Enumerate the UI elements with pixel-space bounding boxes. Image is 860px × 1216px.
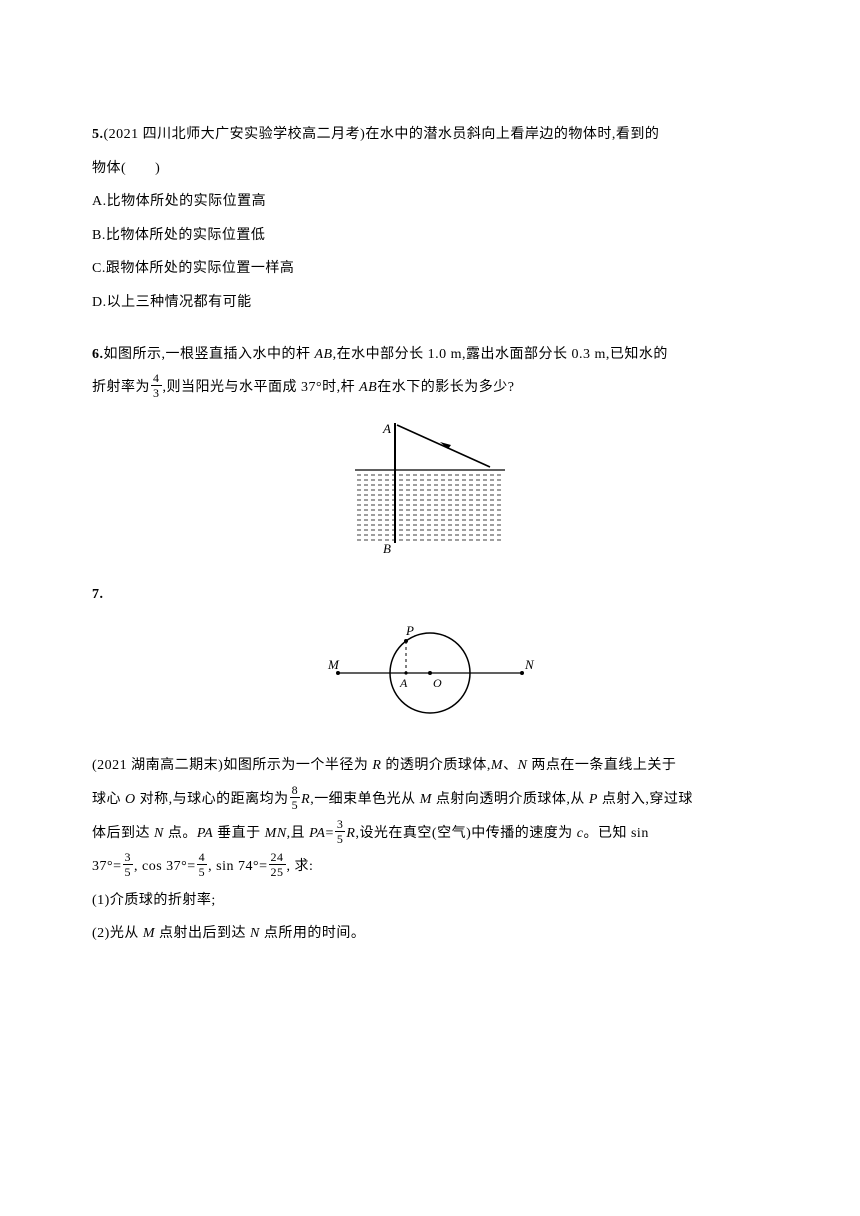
q7-fig-M: M bbox=[327, 657, 340, 672]
q7-p2: 球心 O 对称,与球心的距离均为85R,一细束单色光从 M 点射向透明介质球体,… bbox=[92, 783, 768, 817]
q6-stem-d: 折射率为 bbox=[92, 380, 150, 395]
q5-number: 5. bbox=[92, 127, 104, 142]
q5-optB: B.比物体所处的实际位置低 bbox=[92, 219, 768, 253]
q6-figure: A B bbox=[92, 415, 768, 560]
q6-ab-2: AB bbox=[359, 380, 377, 395]
q7-frac-2: 35 bbox=[335, 818, 346, 845]
q7-p4: 37°=35, cos 37°=45, sin 74°=2425, 求: bbox=[92, 850, 768, 884]
q5-stem-1: (2021 四川北师大广安实验学校高二月考)在水中的潜水员斜向上看岸边的物体时,… bbox=[104, 127, 660, 142]
q6-stem-f: 在水下的影长为多少? bbox=[377, 380, 514, 395]
q7-frac-4: 45 bbox=[197, 851, 208, 878]
q7-p3: 体后到达 N 点。PA 垂直于 MN,且 PA=35R,设光在真空(空气)中传播… bbox=[92, 817, 768, 851]
q7-frac-3: 35 bbox=[123, 851, 134, 878]
q7-number: 7. bbox=[92, 587, 104, 602]
q5-line1: 5.(2021 四川北师大广安实验学校高二月考)在水中的潜水员斜向上看岸边的物体… bbox=[92, 118, 768, 152]
q7-p1: (2021 湖南高二期末)如图所示为一个半径为 R 的透明介质球体,M、N 两点… bbox=[92, 749, 768, 783]
q5-line2: 物体( ) bbox=[92, 152, 768, 186]
q7-fig-P: P bbox=[405, 623, 414, 638]
q7-sub1: (1)介质球的折射率; bbox=[92, 884, 768, 918]
q7-frac-1: 85 bbox=[290, 784, 301, 811]
q6-ab-1: AB bbox=[315, 347, 333, 362]
q5-optA: A.比物体所处的实际位置高 bbox=[92, 185, 768, 219]
q6-stem-b: 如图所示,一根竖直插入水中的杆 bbox=[104, 347, 315, 362]
q6-number: 6. bbox=[92, 347, 104, 362]
q7-number-line: 7. bbox=[92, 578, 768, 612]
q7-frac-5: 2425 bbox=[269, 851, 286, 878]
q5-optD: D.以上三种情况都有可能 bbox=[92, 286, 768, 320]
q7-fig-A: A bbox=[399, 676, 408, 690]
q6-fig-A: A bbox=[382, 421, 391, 436]
q6-line2: 折射率为43,则当阳光与水平面成 37°时,杆 AB在水下的影长为多少? bbox=[92, 371, 768, 405]
q6-stem-e: ,则当阳光与水平面成 37°时,杆 bbox=[163, 380, 360, 395]
q7-fig-O: O bbox=[433, 676, 442, 690]
q6-stem-c: ,在水中部分长 1.0 m,露出水面部分长 0.3 m,已知水的 bbox=[333, 347, 668, 362]
q7-sub2: (2)光从 M 点射出后到达 N 点所用的时间。 bbox=[92, 917, 768, 951]
q6-fig-B: B bbox=[383, 541, 391, 555]
q7-figure: M N O A P bbox=[92, 621, 768, 731]
q5-optC: C.跟物体所处的实际位置一样高 bbox=[92, 252, 768, 286]
q6-line1: 6.如图所示,一根竖直插入水中的杆 AB,在水中部分长 1.0 m,露出水面部分… bbox=[92, 338, 768, 372]
q7-fig-N: N bbox=[524, 657, 535, 672]
q6-frac: 43 bbox=[151, 372, 162, 399]
